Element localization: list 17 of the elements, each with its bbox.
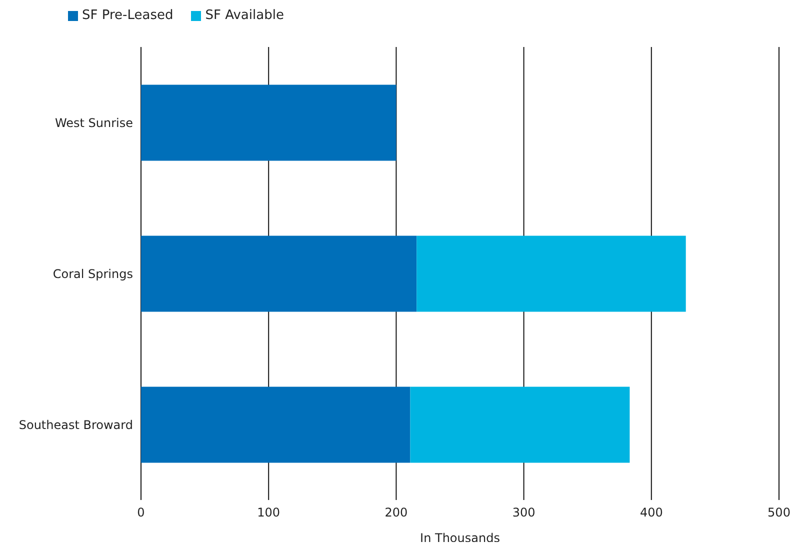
x-tick-label: 0 bbox=[137, 506, 145, 520]
x-tick-label: 200 bbox=[384, 506, 408, 520]
x-tick-label: 500 bbox=[768, 506, 790, 520]
x-tick-label: 400 bbox=[640, 506, 663, 520]
bar bbox=[410, 386, 630, 463]
x-axis-title: In Thousands bbox=[420, 531, 500, 545]
bar bbox=[141, 84, 396, 161]
y-tick-label: Coral Springs bbox=[52, 266, 133, 281]
x-tick-label: 100 bbox=[257, 506, 280, 520]
bar bbox=[141, 386, 410, 463]
y-tick-label: West Sunrise bbox=[54, 116, 133, 130]
x-tick-label: 300 bbox=[512, 506, 536, 520]
y-tick-label: Southeast Broward bbox=[18, 418, 133, 432]
bar bbox=[141, 236, 417, 312]
legend-label: SF Pre-Leased bbox=[81, 8, 174, 23]
legend-label: SF Available bbox=[204, 8, 284, 23]
bar bbox=[416, 236, 686, 312]
